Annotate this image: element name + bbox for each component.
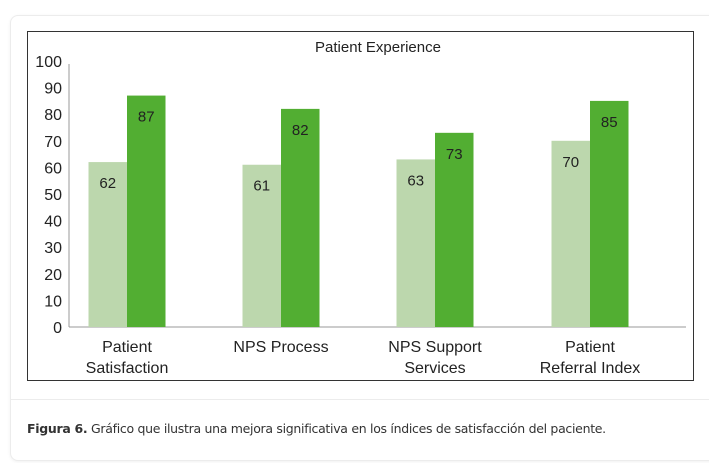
- x-tick-label: NPS Process: [233, 339, 328, 356]
- data-label: 73: [446, 146, 463, 163]
- y-tick-label: 90: [44, 81, 62, 98]
- y-tick-label: 80: [44, 107, 62, 124]
- y-tick-label: 100: [35, 54, 62, 71]
- chart-title: Patient Experience: [315, 39, 441, 56]
- y-tick-label: 40: [44, 214, 62, 231]
- x-tick-label: Patient: [102, 339, 152, 356]
- y-tick-label: 0: [53, 320, 62, 337]
- x-tick-label: Patient: [565, 339, 615, 356]
- bar: [88, 162, 127, 327]
- figure-caption: Figura 6. Gráfico que ilustra una mejora…: [27, 421, 606, 436]
- bar-chart: Patient Experience 0 10 20 30 40 50 60 70 80 90 10…: [35, 39, 686, 377]
- data-label: 62: [99, 175, 116, 192]
- data-label: 70: [562, 154, 579, 171]
- data-label: 63: [407, 172, 424, 189]
- bar: [590, 100, 629, 328]
- y-tick-label: 30: [44, 240, 62, 257]
- x-tick-label: NPS Support: [388, 339, 482, 356]
- caption-label: Figura 6.: [27, 421, 88, 436]
- y-tick-label: 70: [44, 134, 62, 151]
- bar: [281, 108, 320, 327]
- caption-text: Gráfico que ilustra una mejora significa…: [87, 421, 606, 436]
- bar: [435, 132, 474, 327]
- data-label: 61: [253, 178, 270, 195]
- x-tick-label: Referral Index: [540, 360, 641, 377]
- caption-divider: [10, 399, 709, 400]
- data-label: 87: [138, 109, 155, 126]
- bar: [551, 140, 590, 327]
- x-tick-label: Services: [404, 360, 465, 377]
- bar: [396, 159, 435, 327]
- y-tick-label: 10: [44, 293, 62, 310]
- data-label: 82: [292, 122, 309, 139]
- x-tick-label: Satisfaction: [86, 360, 169, 377]
- bar: [242, 164, 281, 327]
- y-tick-label: 60: [44, 160, 62, 177]
- y-tick-label: 50: [44, 187, 62, 204]
- bar: [127, 95, 166, 327]
- data-label: 85: [601, 114, 618, 131]
- y-tick-label: 20: [44, 267, 62, 284]
